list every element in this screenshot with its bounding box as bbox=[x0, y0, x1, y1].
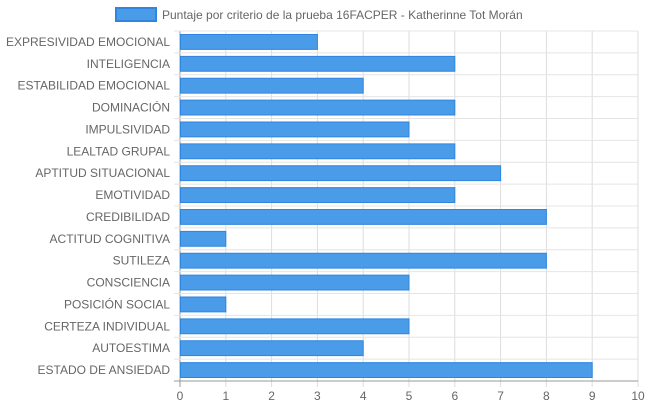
category-label: EMOTIVIDAD bbox=[95, 188, 170, 202]
bar[interactable] bbox=[180, 187, 456, 203]
bar[interactable] bbox=[180, 230, 227, 247]
x-tick-label: 7 bbox=[497, 389, 504, 403]
x-tick-label: 6 bbox=[451, 389, 458, 403]
category-label: APTITUD SITUACIONAL bbox=[35, 166, 170, 180]
category-label: EXPRESIVIDAD EMOCIONAL bbox=[6, 35, 170, 49]
category-label: ESTADO DE ANSIEDAD bbox=[38, 363, 171, 377]
bar[interactable] bbox=[180, 318, 410, 335]
x-tick-label: 2 bbox=[268, 389, 275, 403]
bar[interactable] bbox=[180, 55, 456, 72]
bar[interactable] bbox=[180, 165, 502, 182]
bar[interactable] bbox=[180, 362, 593, 378]
x-tick-label: 0 bbox=[177, 389, 184, 403]
category-label: DOMINACIÓN bbox=[92, 100, 170, 115]
category-label: ESTABILIDAD EMOCIONAL bbox=[18, 79, 171, 93]
legend-label: Puntaje por criterio de la prueba 16FACP… bbox=[162, 8, 523, 22]
bar[interactable] bbox=[180, 121, 410, 138]
category-label: INTELIGENCIA bbox=[87, 57, 170, 71]
bar[interactable] bbox=[180, 296, 227, 313]
bar[interactable] bbox=[180, 274, 410, 291]
x-tick-label: 9 bbox=[589, 389, 596, 403]
bar[interactable] bbox=[180, 34, 318, 50]
bar[interactable] bbox=[180, 77, 364, 94]
x-tick-label: 8 bbox=[543, 389, 550, 403]
category-label: SUTILEZA bbox=[113, 254, 170, 268]
bar[interactable] bbox=[180, 209, 547, 225]
bar[interactable] bbox=[180, 340, 364, 357]
category-label: LEALTAD GRUPAL bbox=[67, 144, 171, 158]
category-label: CREDIBILIDAD bbox=[86, 210, 170, 224]
category-label: CERTEZA INDIVIDUAL bbox=[44, 319, 170, 333]
bars bbox=[180, 34, 593, 378]
legend[interactable]: Puntaje por criterio de la prueba 16FACP… bbox=[115, 7, 523, 22]
grid bbox=[174, 30, 639, 387]
x-tick-label: 1 bbox=[222, 389, 229, 403]
bar[interactable] bbox=[180, 143, 456, 160]
category-label: AUTOESTIMA bbox=[92, 341, 170, 355]
category-label: POSICIÓN SOCIAL bbox=[64, 296, 170, 311]
category-label: ACTITUD COGNITIVA bbox=[50, 232, 170, 246]
category-label: CONSCIENCIA bbox=[87, 276, 170, 290]
x-axis-tick-labels: 0 1 2 3 4 5 6 7 8 9 10 bbox=[177, 389, 645, 403]
bar[interactable] bbox=[180, 252, 547, 269]
category-labels: EXPRESIVIDAD EMOCIONAL INTELIGENCIA ESTABI… bbox=[6, 35, 170, 377]
x-tick-label: 4 bbox=[360, 389, 367, 403]
legend-swatch bbox=[115, 7, 157, 22]
x-tick-label: 3 bbox=[314, 389, 321, 403]
category-label: IMPULSIVIDAD bbox=[85, 122, 170, 136]
bar[interactable] bbox=[180, 99, 456, 116]
x-tick-label: 5 bbox=[406, 389, 413, 403]
x-tick-label: 10 bbox=[631, 389, 645, 403]
